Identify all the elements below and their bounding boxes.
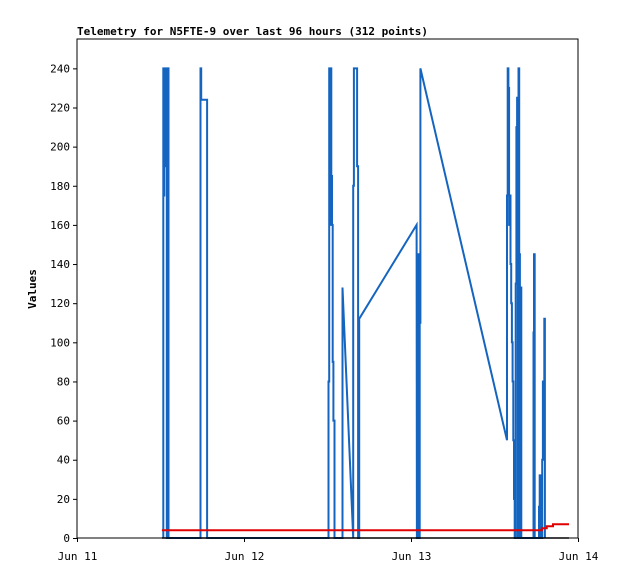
y-tick-label: 220 — [50, 101, 70, 114]
y-tick-label: 140 — [50, 258, 70, 271]
series-line-1 — [162, 67, 546, 539]
axes-layer: 0 20 40 60 80 100 120 140 160 180 200 220 240 Jun 11 J… — [50, 38, 599, 563]
y-tick-label: 0 — [63, 532, 70, 545]
y-tick-label: 160 — [50, 219, 70, 232]
y-tick-label: 20 — [57, 493, 70, 506]
series-line-2 — [161, 523, 569, 532]
y-tick-label: 200 — [50, 141, 70, 154]
x-tick-label: Jun 12 — [225, 550, 265, 563]
x-tick-label: Jun 13 — [392, 550, 432, 563]
x-tick-label: Jun 14 — [559, 550, 599, 563]
y-axis-label: Values — [26, 269, 39, 309]
y-tick-label: 60 — [57, 415, 70, 428]
y-tick-label: 180 — [50, 180, 70, 193]
y-tick-label: 100 — [50, 336, 70, 349]
chart-title: Telemetry for N5FTE-9 over last 96 hours… — [77, 25, 428, 38]
plot-frame — [76, 38, 579, 539]
x-tick-label: Jun 11 — [58, 550, 98, 563]
y-tick-label: 240 — [50, 62, 70, 75]
y-tick-label: 80 — [57, 375, 70, 388]
y-tick-label: 40 — [57, 454, 70, 467]
y-tick-label: 120 — [50, 297, 70, 310]
